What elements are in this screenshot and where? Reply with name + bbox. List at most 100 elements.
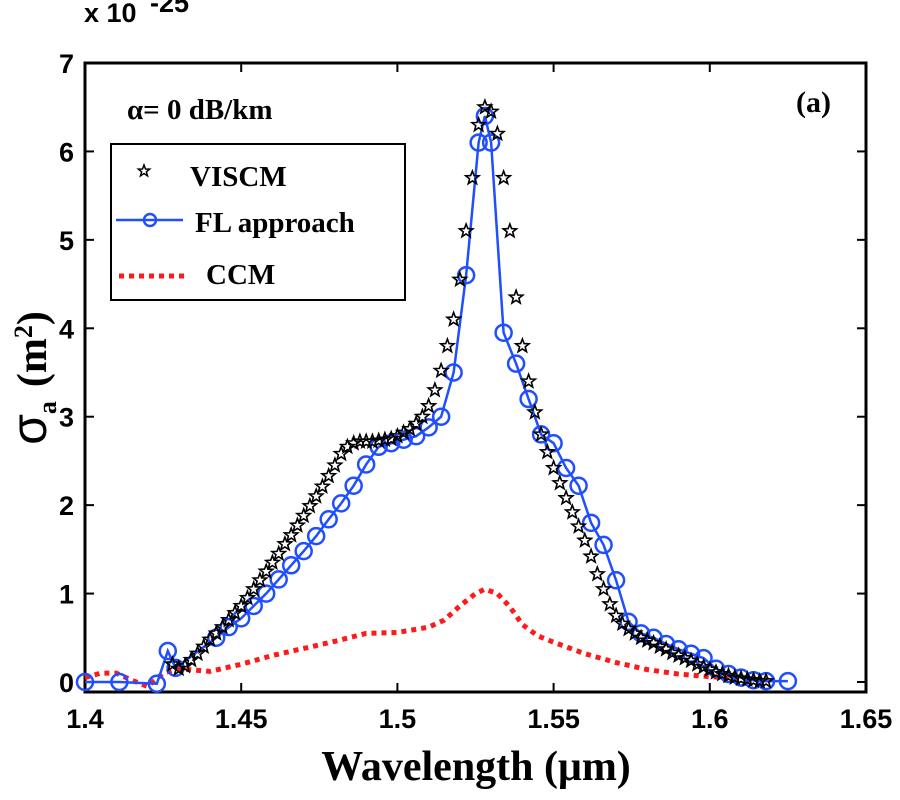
viscm-point bbox=[507, 287, 526, 305]
viscm-point bbox=[432, 361, 451, 379]
viscm-point bbox=[419, 396, 438, 414]
plot-area bbox=[75, 97, 798, 694]
viscm-point bbox=[444, 310, 463, 327]
y-axis-label-sup: 2 bbox=[9, 325, 38, 338]
viscm-point bbox=[226, 603, 244, 621]
fl-approach-point bbox=[344, 476, 363, 495]
viscm-point bbox=[326, 455, 344, 473]
y-tick-label: 4 bbox=[59, 314, 74, 344]
y-exponent-power: -25 bbox=[150, 0, 189, 18]
y-axis-label-unit: (m bbox=[10, 338, 56, 387]
x-tick-label: 1.65 bbox=[840, 704, 893, 734]
viscm-point bbox=[494, 168, 513, 186]
viscm-point bbox=[451, 270, 469, 288]
viscm-point bbox=[569, 517, 588, 534]
viscm-point bbox=[376, 430, 394, 448]
legend-label-fl: FL approach bbox=[195, 207, 355, 239]
viscm-point bbox=[263, 553, 282, 571]
fl-approach-point bbox=[469, 133, 488, 152]
viscm-point bbox=[369, 431, 388, 449]
x-ticks: 1.4 1.45 1.5 1.55 1.6 1.65 bbox=[66, 63, 892, 734]
fl-approach-point bbox=[75, 672, 95, 692]
fl-approach-point bbox=[294, 541, 313, 561]
x-tick-label: 1.55 bbox=[527, 704, 580, 734]
viscm-point bbox=[313, 477, 332, 495]
fl-approach-point bbox=[319, 510, 338, 529]
fl-approach-point bbox=[569, 476, 588, 495]
viscm-point bbox=[588, 564, 607, 582]
viscm-point bbox=[232, 596, 251, 614]
viscm-point bbox=[550, 473, 569, 491]
viscm-point bbox=[194, 637, 213, 655]
fl-approach-point bbox=[269, 570, 288, 589]
fl-approach-point bbox=[606, 571, 626, 590]
y-tick-label: 5 bbox=[59, 226, 74, 256]
x-axis-label: Wavelength (μm) bbox=[321, 744, 631, 790]
axes-box bbox=[83, 61, 868, 694]
viscm-point bbox=[332, 444, 350, 462]
y-tick-label: 1 bbox=[59, 580, 74, 610]
viscm-point bbox=[757, 671, 775, 689]
fl-approach-point bbox=[581, 513, 601, 533]
viscm-point bbox=[463, 168, 482, 186]
viscm-point bbox=[301, 496, 319, 514]
fl-approach-point bbox=[594, 535, 613, 555]
fl-approach-point bbox=[431, 407, 451, 426]
y-tick-label: 6 bbox=[59, 137, 74, 167]
viscm-point bbox=[501, 221, 519, 239]
viscm-point bbox=[288, 516, 307, 533]
viscm-point bbox=[407, 414, 425, 432]
viscm-point bbox=[294, 506, 313, 524]
viscm-point bbox=[344, 433, 363, 451]
viscm-point bbox=[582, 547, 600, 564]
fl-approach-point bbox=[281, 556, 301, 575]
viscm-point bbox=[251, 571, 269, 588]
viscm-point bbox=[563, 502, 582, 520]
viscm-point bbox=[457, 221, 475, 239]
viscm-point bbox=[557, 488, 575, 506]
viscm-point bbox=[213, 617, 232, 635]
attenuation-annotation: α= 0 dB/km bbox=[127, 94, 273, 126]
viscm-point bbox=[363, 432, 382, 449]
fl-approach-point bbox=[306, 526, 326, 546]
viscm-point bbox=[538, 442, 557, 460]
viscm-point bbox=[532, 425, 550, 442]
fl-approach-point bbox=[494, 323, 513, 342]
y-tick-label: 2 bbox=[59, 491, 74, 521]
legend-label-viscm: VISCM bbox=[190, 161, 287, 193]
viscm-point bbox=[526, 403, 544, 420]
viscm-point bbox=[382, 429, 400, 447]
axes-frame bbox=[83, 61, 868, 694]
fl-approach-point bbox=[158, 641, 178, 661]
legend-viscm-star-icon bbox=[136, 162, 152, 178]
x-tick-label: 1.45 bbox=[215, 704, 268, 734]
fl-approach-point bbox=[444, 363, 463, 382]
x-tick-label: 1.5 bbox=[379, 704, 417, 734]
viscm-point bbox=[219, 610, 238, 628]
viscm-point bbox=[413, 407, 432, 425]
y-axis-label-sigma: σ bbox=[1, 414, 57, 445]
viscm-point bbox=[438, 336, 457, 354]
y-axis-label: σa (m2) bbox=[1, 311, 62, 445]
fl-approach-point bbox=[778, 671, 798, 691]
viscm-point bbox=[576, 531, 594, 549]
ccm-line bbox=[84, 586, 773, 690]
viscm-point bbox=[394, 423, 413, 441]
x-tick-label: 1.4 bbox=[66, 704, 104, 734]
fl-approach-point bbox=[219, 617, 238, 637]
viscm-point bbox=[488, 124, 507, 142]
legend-label-ccm: CCM bbox=[206, 259, 275, 291]
fl-approach-point bbox=[419, 418, 438, 437]
viscm-point bbox=[257, 562, 275, 579]
fl-approach-point bbox=[147, 674, 167, 694]
y-tick-label: 3 bbox=[59, 403, 74, 433]
fl-approach-point bbox=[481, 133, 501, 152]
fl-approach-point bbox=[356, 455, 376, 474]
viscm-point bbox=[388, 426, 407, 444]
fl-approach-point bbox=[331, 494, 351, 513]
viscm-point bbox=[594, 579, 613, 597]
viscm-point bbox=[601, 594, 619, 612]
viscm-point bbox=[169, 659, 188, 677]
